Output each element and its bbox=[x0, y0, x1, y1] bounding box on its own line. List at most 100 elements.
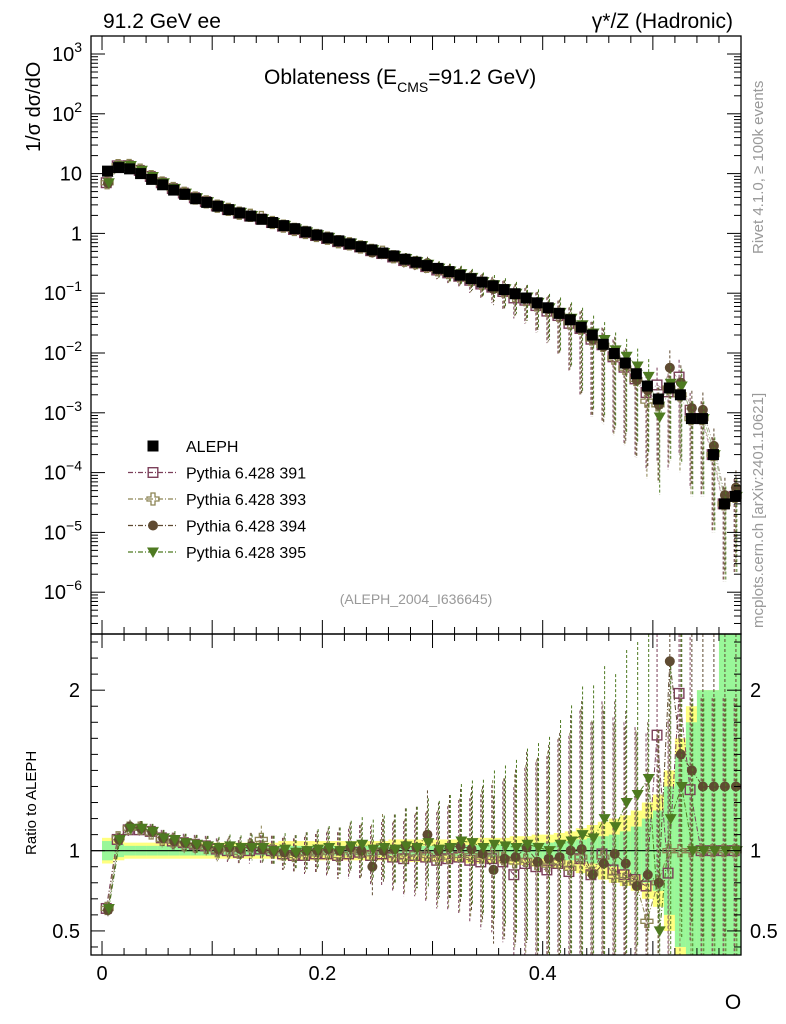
ratio-point bbox=[367, 844, 380, 856]
ratio-point bbox=[213, 842, 226, 854]
legend-marker bbox=[147, 467, 159, 479]
stat-uncertainty-band bbox=[707, 690, 720, 955]
aleph-data-point bbox=[641, 380, 653, 392]
ratio-point bbox=[400, 841, 413, 852]
ratio-point bbox=[257, 842, 270, 854]
ratio-point bbox=[488, 839, 501, 851]
ratio-point bbox=[697, 781, 708, 792]
legend-label: Pythia 6.428 393 bbox=[186, 492, 306, 509]
ratio-point bbox=[684, 784, 696, 796]
aleph-data-point bbox=[146, 173, 158, 185]
ratio-point bbox=[708, 846, 721, 857]
ratio-point bbox=[190, 839, 203, 851]
y-tick-label: 10−6 bbox=[44, 577, 82, 604]
ratio-point bbox=[334, 846, 347, 857]
ratio-tick-label-left: 1 bbox=[69, 841, 80, 863]
aleph-data-point bbox=[399, 253, 411, 265]
chart-title: Oblateness (ECMS=91.2 GeV) bbox=[264, 66, 536, 95]
aleph-data-point bbox=[289, 223, 301, 235]
y-tick-label: 10 bbox=[60, 164, 82, 186]
aleph-data-point bbox=[223, 204, 235, 216]
y-tick-label: 10−4 bbox=[44, 458, 82, 485]
ratio-panel-markers bbox=[100, 634, 743, 955]
legend-marker bbox=[147, 440, 159, 452]
aleph-data-point bbox=[718, 498, 730, 510]
aleph-data-point bbox=[652, 393, 664, 405]
y-axis-label-ratio: Ratio to ALEPH bbox=[23, 751, 40, 855]
axes-frame: 0 0.2 0.4 10−6 10−5 10−4 10−3 10−2 10−1 1 10 102 103… bbox=[44, 35, 778, 985]
aleph-data-point bbox=[520, 292, 532, 304]
main-panel-markers bbox=[100, 158, 743, 582]
y-tick-label: 102 bbox=[52, 99, 82, 126]
aleph-data-point bbox=[432, 262, 444, 274]
aleph-data-point bbox=[597, 338, 609, 350]
y-tick-label: 10−5 bbox=[44, 517, 82, 544]
legend-entry: Pythia 6.428 393 bbox=[128, 492, 306, 509]
ratio-point bbox=[719, 846, 732, 857]
aleph-data-point bbox=[333, 235, 345, 247]
ratio-point bbox=[532, 842, 545, 854]
ratio-point bbox=[675, 749, 686, 760]
ratio-point bbox=[686, 765, 697, 776]
aleph-data-point bbox=[476, 276, 488, 288]
aleph-data-point bbox=[102, 165, 114, 177]
ratio-point bbox=[477, 842, 490, 854]
ratio-point bbox=[499, 841, 512, 852]
ratio-point bbox=[345, 841, 358, 852]
aleph-data-point bbox=[465, 273, 477, 285]
aleph-data-point bbox=[245, 210, 257, 222]
ratio-point bbox=[224, 841, 237, 852]
legend-label: Pythia 6.428 394 bbox=[186, 519, 306, 536]
ratio-point bbox=[510, 842, 523, 854]
ratio-point bbox=[290, 847, 303, 859]
legend-entry: Pythia 6.428 395 bbox=[128, 545, 306, 562]
stat-uncertainty-band bbox=[696, 690, 709, 955]
ratio-point bbox=[301, 846, 314, 857]
aleph-data-point bbox=[135, 168, 147, 180]
legend-entry: Pythia 6.428 394 bbox=[128, 519, 306, 536]
legend-marker bbox=[148, 520, 158, 531]
rivet-version-label: Rivet 4.1.0, ≥ 100k events bbox=[750, 81, 767, 254]
ratio-point bbox=[508, 869, 520, 881]
ratio-point bbox=[466, 844, 477, 855]
x-tick-label: 0.4 bbox=[529, 963, 557, 985]
aleph-data-point bbox=[685, 413, 697, 425]
aleph-data-point bbox=[674, 389, 686, 401]
header-left: 91.2 GeV ee bbox=[103, 10, 221, 33]
ratio-point bbox=[563, 866, 575, 878]
ratio-point bbox=[631, 790, 644, 801]
chart-title-sub: CMS bbox=[397, 79, 428, 95]
ratio-point bbox=[554, 839, 567, 851]
ratio-point bbox=[587, 833, 600, 844]
aleph-data-point bbox=[168, 184, 180, 196]
legend-entry: Pythia 6.428 391 bbox=[128, 466, 306, 483]
aleph-data-point bbox=[267, 217, 279, 229]
aleph-data-point bbox=[619, 357, 631, 369]
aleph-data-point bbox=[377, 247, 389, 259]
ratio-point bbox=[323, 842, 336, 854]
aleph-data-point bbox=[113, 162, 125, 174]
aleph-data-point bbox=[278, 220, 290, 232]
analysis-watermark: (ALEPH_2004_I636645) bbox=[340, 591, 493, 607]
ratio-point bbox=[356, 839, 369, 851]
stat-uncertainty-band bbox=[685, 722, 698, 955]
aleph-data-point bbox=[630, 368, 642, 380]
ratio-point bbox=[444, 842, 457, 854]
aleph-data-point bbox=[190, 193, 202, 205]
ratio-series-line bbox=[108, 776, 737, 931]
aleph-data-point bbox=[707, 449, 719, 461]
aleph-data-point bbox=[124, 163, 136, 175]
ratio-tick-label-left: 2 bbox=[69, 680, 80, 702]
aleph-data-point bbox=[300, 226, 312, 238]
aleph-data-point bbox=[322, 232, 334, 244]
aleph-data-point bbox=[201, 196, 213, 208]
aleph-data-point bbox=[443, 266, 455, 278]
aleph-data-point bbox=[212, 200, 224, 212]
ratio-point bbox=[541, 864, 553, 876]
legend-label: Pythia 6.428 391 bbox=[186, 466, 306, 483]
ratio-point bbox=[246, 842, 259, 854]
ratio-point bbox=[135, 823, 148, 835]
aleph-data-point bbox=[256, 213, 268, 225]
y-tick-label: 10−3 bbox=[44, 398, 82, 425]
ratio-point bbox=[378, 842, 391, 854]
